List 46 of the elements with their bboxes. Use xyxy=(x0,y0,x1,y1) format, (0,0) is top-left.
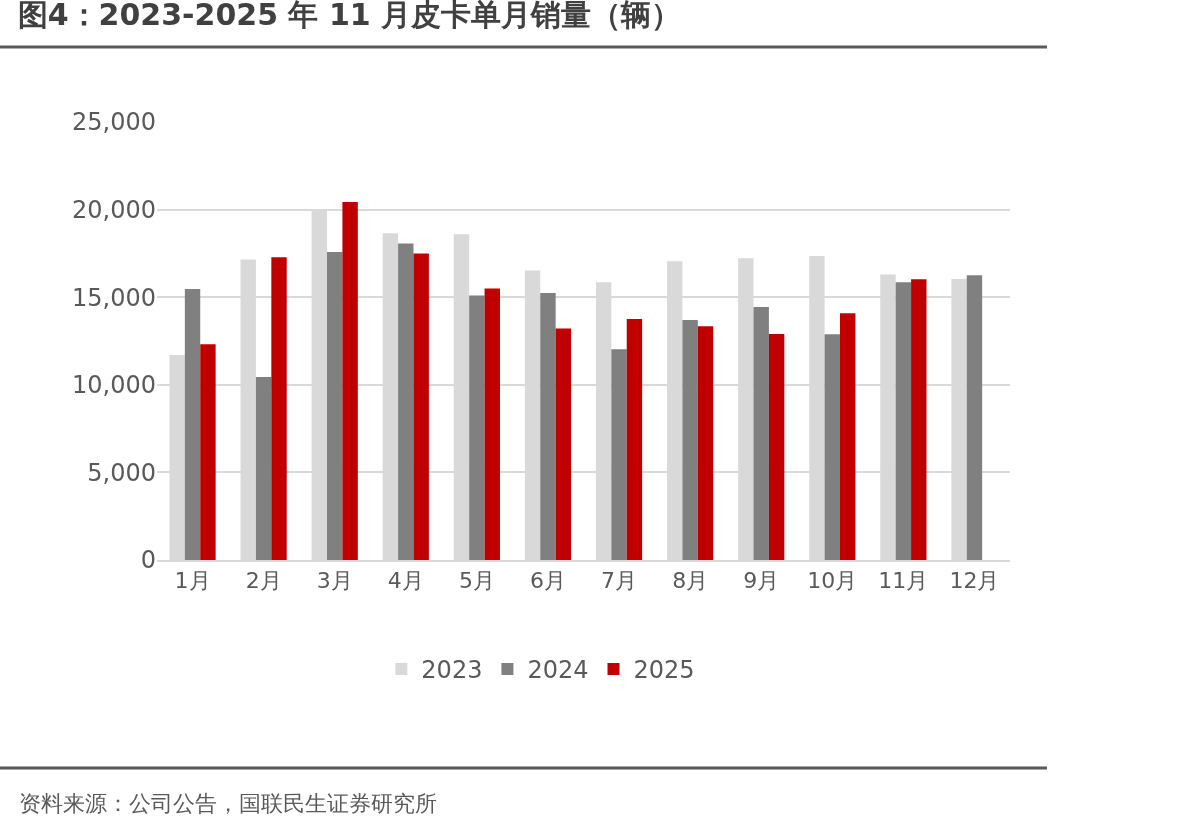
bar xyxy=(342,202,358,560)
bar xyxy=(255,376,272,560)
bar xyxy=(697,326,714,560)
y-tick-label: 5,000 xyxy=(87,458,156,487)
bar xyxy=(682,319,698,560)
x-tick-label: 6月 xyxy=(529,568,566,594)
bar xyxy=(469,295,485,560)
bar xyxy=(555,328,572,560)
x-tick-label: 5月 xyxy=(458,568,495,594)
text: 资料来源：公司公告，国联民生证券研究所 xyxy=(19,791,437,816)
bar xyxy=(398,243,414,560)
bar xyxy=(200,344,216,560)
legend-label: 2025 xyxy=(633,656,695,685)
legend-label: 2024 xyxy=(527,656,589,685)
bar xyxy=(753,307,769,560)
y-tick-label: 20,000 xyxy=(72,196,156,224)
bar xyxy=(413,253,429,560)
x-tick-label: 10月 xyxy=(807,568,858,594)
y-tick-label: 15,000 xyxy=(72,283,156,312)
x-tick-label: 2月 xyxy=(245,568,282,594)
bar xyxy=(626,318,643,560)
chart-title: 图4：2023-2025 年 11 月皮卡单月销量（辆） xyxy=(17,0,682,33)
x-tick-label: 11月 xyxy=(878,568,929,594)
bar xyxy=(966,275,983,560)
x-tick-label: 4月 xyxy=(387,568,424,594)
bar xyxy=(895,282,912,560)
y-tick-label: 10,000 xyxy=(72,371,156,400)
bar xyxy=(271,257,287,560)
bar xyxy=(184,288,201,560)
bar xyxy=(824,334,840,560)
y-tick-label: 25,000 xyxy=(72,108,156,137)
bar xyxy=(327,252,343,560)
legend-label: 2023 xyxy=(421,656,483,685)
x-tick-label: 8月 xyxy=(672,568,709,594)
bar xyxy=(911,279,927,560)
x-tick-label: 9月 xyxy=(743,568,780,594)
bar xyxy=(540,293,556,560)
bar xyxy=(484,288,500,560)
y-tick-label: 0 xyxy=(140,546,156,575)
x-tick-label: 12月 xyxy=(949,568,1000,594)
x-tick-label: 1月 xyxy=(174,568,211,594)
bar xyxy=(839,313,856,560)
x-tick-label: 3月 xyxy=(316,568,353,594)
bar xyxy=(768,333,785,560)
bar xyxy=(611,349,627,560)
x-tick-label: 7月 xyxy=(601,568,638,594)
